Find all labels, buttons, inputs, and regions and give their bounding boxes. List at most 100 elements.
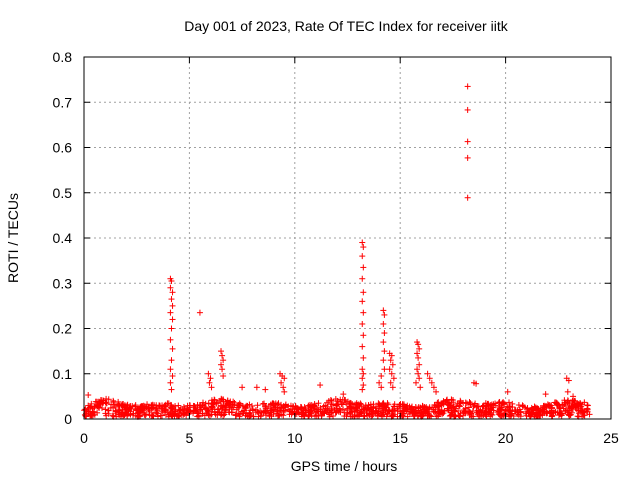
baseline-point — [152, 404, 159, 411]
data-point — [380, 320, 387, 327]
baseline-point — [176, 407, 183, 414]
baseline-point — [269, 400, 276, 407]
chart-title: Day 001 of 2023, Rate Of TEC Index for r… — [184, 18, 508, 34]
data-point — [389, 384, 396, 391]
data-point — [417, 384, 424, 391]
data-point — [169, 302, 176, 309]
data-point — [415, 341, 422, 348]
baseline-point — [143, 411, 150, 418]
baseline-point — [254, 402, 261, 409]
baseline-point — [402, 404, 409, 411]
baseline-point — [543, 403, 550, 410]
baseline-point — [445, 401, 452, 408]
y-tick-label: 0 — [64, 411, 72, 427]
baseline-point — [442, 399, 449, 406]
data-point — [359, 366, 366, 373]
baseline-point — [276, 412, 283, 419]
baseline-point — [203, 405, 210, 412]
baseline-point — [522, 410, 529, 417]
baseline-point — [376, 403, 383, 410]
baseline-point — [380, 411, 387, 418]
baseline-point — [235, 410, 242, 417]
baseline-point — [192, 404, 199, 411]
baseline-point — [248, 402, 255, 409]
baseline-point — [466, 399, 473, 406]
data-point — [464, 138, 471, 145]
data-point — [205, 370, 212, 377]
baseline-point — [318, 411, 325, 418]
y-axis-label: ROTI / TECUs — [5, 193, 21, 283]
data-point — [416, 375, 423, 382]
baseline-point — [119, 407, 126, 414]
data-point — [424, 370, 431, 377]
baseline-point — [437, 408, 444, 415]
baseline-point — [439, 411, 446, 418]
baseline-point — [462, 405, 469, 412]
baseline-point — [405, 408, 412, 415]
baseline-point — [100, 397, 107, 404]
baseline-point — [461, 408, 468, 415]
data-point — [206, 379, 213, 386]
baseline-point — [126, 405, 133, 412]
baseline-point — [110, 397, 117, 404]
data-point — [381, 348, 388, 355]
baseline-point — [235, 404, 242, 411]
baseline-point — [311, 400, 318, 407]
baseline-point — [543, 409, 550, 416]
baseline-point — [144, 401, 151, 408]
baseline-point — [362, 403, 369, 410]
x-axis-label: GPS time / hours — [291, 458, 398, 474]
baseline-point — [390, 403, 397, 410]
data-point — [473, 380, 480, 387]
data-point — [413, 379, 420, 386]
data-point — [378, 384, 385, 391]
baseline-point — [429, 404, 436, 411]
baseline-point — [157, 412, 164, 419]
baseline-point — [148, 412, 155, 419]
data-point — [207, 375, 214, 382]
baseline-point — [275, 400, 282, 407]
baseline-point — [324, 399, 331, 406]
data-point — [359, 320, 366, 327]
baseline-point — [154, 410, 161, 417]
data-point — [169, 289, 176, 296]
data-point — [220, 357, 227, 364]
baseline-point — [509, 400, 516, 407]
baseline-point — [399, 407, 406, 414]
data-point — [219, 366, 226, 373]
data-point — [359, 386, 366, 393]
baseline-point — [372, 405, 379, 412]
data-point — [169, 373, 176, 380]
data-point — [415, 370, 422, 377]
data-point — [359, 253, 366, 260]
data-point — [388, 352, 395, 359]
baseline-point — [446, 402, 453, 409]
data-point — [168, 325, 175, 332]
baseline-point — [88, 400, 95, 407]
baseline-point — [100, 397, 107, 404]
baseline-point — [358, 401, 365, 408]
baseline-point — [426, 412, 433, 419]
baseline-point — [199, 402, 206, 409]
baseline-point — [367, 406, 374, 413]
baseline-point — [205, 400, 212, 407]
baseline-point — [327, 397, 334, 404]
baseline-point — [548, 404, 555, 411]
baseline-point — [469, 407, 476, 414]
baseline-point — [85, 402, 92, 409]
data-point — [414, 366, 421, 373]
data-point — [317, 382, 324, 389]
data-point — [430, 384, 437, 391]
baseline-point — [328, 398, 335, 405]
baseline-point — [115, 398, 122, 405]
baseline-point — [409, 406, 416, 413]
data-point — [416, 345, 423, 352]
baseline-point — [353, 407, 360, 414]
data-point — [167, 366, 174, 373]
data-point — [360, 264, 367, 271]
data-point — [168, 357, 175, 364]
data-point — [414, 350, 421, 357]
data-point — [381, 330, 388, 337]
y-tick-label: 0.1 — [53, 366, 73, 382]
baseline-point — [338, 400, 345, 407]
